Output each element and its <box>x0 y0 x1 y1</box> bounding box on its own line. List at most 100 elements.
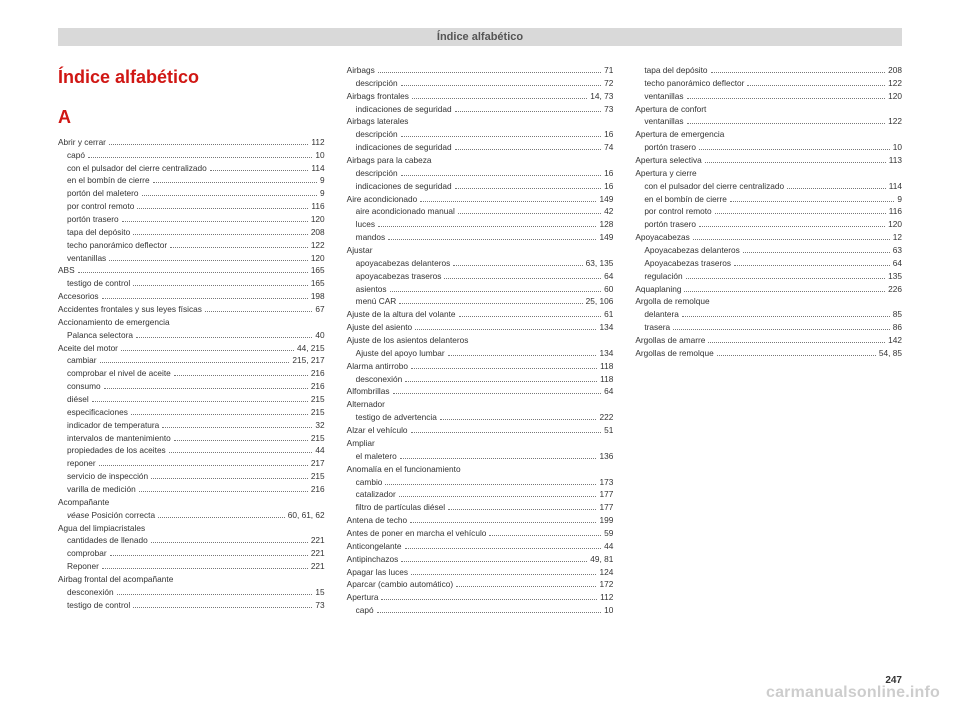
leader-dots <box>399 496 597 497</box>
index-subentry: tapa del depósito208 <box>58 226 325 239</box>
index-subentry: portón del maletero9 <box>58 187 325 200</box>
index-entry: Anticongelante44 <box>347 540 614 553</box>
leader-dots <box>401 561 587 562</box>
leader-dots <box>104 388 308 389</box>
leader-dots <box>205 311 313 312</box>
index-subentry: tapa del depósito208 <box>635 64 902 77</box>
index-entry: Antes de poner en marcha el vehículo59 <box>347 527 614 540</box>
entry-label: Airbags para la cabeza <box>347 154 432 167</box>
index-subentry: intervalos de mantenimiento215 <box>58 432 325 445</box>
entry-label: capó <box>67 149 85 162</box>
entry-label: Alfombrillas <box>347 385 390 398</box>
entry-label: reponer <box>67 457 96 470</box>
leader-dots <box>687 98 886 99</box>
leader-dots <box>377 612 601 613</box>
entry-label: intervalos de mantenimiento <box>67 432 171 445</box>
entry-label: Argolla de remolque <box>635 295 709 308</box>
entry-label: Antena de techo <box>347 514 407 527</box>
entry-label: Anticongelante <box>347 540 402 553</box>
index-subentry: Apoyacabezas delanteros63 <box>635 244 902 257</box>
entry-page: 9 <box>320 187 325 200</box>
entry-page: 134 <box>599 347 613 360</box>
index-entry: Apertura de confort <box>635 103 902 116</box>
entry-page: 165 <box>311 277 325 290</box>
entry-label: Palanca selectora <box>67 329 133 342</box>
leader-dots <box>170 247 308 248</box>
entry-label: el maletero <box>356 450 397 463</box>
entry-page: 136 <box>599 450 613 463</box>
entry-label: con el pulsador del cierre centralizado <box>644 180 784 193</box>
entry-label: testigo de control <box>67 277 130 290</box>
leader-dots <box>412 98 587 99</box>
page-title: Índice alfabético <box>58 64 325 92</box>
entry-label: Antipinchazos <box>347 553 399 566</box>
entry-page: 44, 215 <box>297 342 325 355</box>
index-subentry: véase Posición correcta 60, 61, 62 <box>58 509 325 522</box>
index-entry: Apertura112 <box>347 591 614 604</box>
entry-label: Aparcar (cambio automático) <box>347 578 454 591</box>
index-subentry: luces128 <box>347 218 614 231</box>
entry-page: 25, 106 <box>586 295 614 308</box>
entry-page: 221 <box>311 534 325 547</box>
entry-page: 215 <box>311 393 325 406</box>
entry-page: 149 <box>599 193 613 206</box>
leader-dots <box>699 226 885 227</box>
entry-page: 63 <box>893 244 902 257</box>
entry-label: tapa del depósito <box>644 64 707 77</box>
entry-page: 221 <box>311 547 325 560</box>
entry-label: Apertura selectiva <box>635 154 701 167</box>
leader-dots <box>174 440 308 441</box>
entry-label: ventanillas <box>644 90 683 103</box>
entry-page: 215 <box>311 406 325 419</box>
entry-page: 165 <box>311 264 325 277</box>
leader-dots <box>88 157 312 158</box>
entry-page: 73 <box>315 599 324 612</box>
entry-label: filtro de partículas diésel <box>356 501 445 514</box>
index-entry: Acompañante <box>58 496 325 509</box>
leader-dots <box>137 208 308 209</box>
index-entry: Aceite del motor44, 215 <box>58 342 325 355</box>
entry-page: 208 <box>311 226 325 239</box>
index-entry: Aparcar (cambio automático)172 <box>347 578 614 591</box>
leader-dots <box>448 509 596 510</box>
section-letter: A <box>58 104 325 132</box>
index-entry: Alarma antirrobo118 <box>347 360 614 373</box>
entry-page: 60, 61, 62 <box>288 509 325 522</box>
entry-page: 199 <box>599 514 613 527</box>
index-entry: Aquaplaning226 <box>635 283 902 296</box>
entry-label: catalizador <box>356 488 396 501</box>
index-entry: Apertura selectiva113 <box>635 154 902 167</box>
entry-page: 72 <box>604 77 613 90</box>
entry-label: Ampliar <box>347 437 375 450</box>
index-entry: Airbag frontal del acompañante <box>58 573 325 586</box>
leader-dots <box>378 72 601 73</box>
entry-label: véase Posición correcta <box>67 509 155 522</box>
leader-dots <box>158 517 285 518</box>
entry-label: Argollas de amarre <box>635 334 705 347</box>
entry-page: 122 <box>888 115 902 128</box>
entry-label: Airbags laterales <box>347 115 409 128</box>
index-entry: Ajustar <box>347 244 614 257</box>
entry-page: 16 <box>604 180 613 193</box>
leader-dots <box>401 85 601 86</box>
entry-label: apoyacabezas delanteros <box>356 257 451 270</box>
entry-label: asientos <box>356 283 387 296</box>
leader-dots <box>151 478 308 479</box>
entry-label: trasera <box>644 321 670 334</box>
entry-page: 116 <box>311 200 324 213</box>
index-entry: Antipinchazos49, 81 <box>347 553 614 566</box>
index-subentry: testigo de control 165 <box>58 277 325 290</box>
entry-label: ventanillas <box>644 115 683 128</box>
entry-label: indicaciones de seguridad <box>356 180 452 193</box>
entry-label: Ajuste de los asientos delanteros <box>347 334 469 347</box>
leader-dots <box>92 401 308 402</box>
leader-dots <box>405 548 602 549</box>
entry-page: 42 <box>604 205 613 218</box>
index-subentry: capó10 <box>347 604 614 617</box>
entry-page: 10 <box>604 604 613 617</box>
entry-label: propiedades de los aceites <box>67 444 166 457</box>
index-subentry: testigo de control73 <box>58 599 325 612</box>
index-subentry: en el bombín de cierre9 <box>58 174 325 187</box>
index-subentry: en el bombín de cierre9 <box>635 193 902 206</box>
index-entry: Ajuste de la altura del volante61 <box>347 308 614 321</box>
